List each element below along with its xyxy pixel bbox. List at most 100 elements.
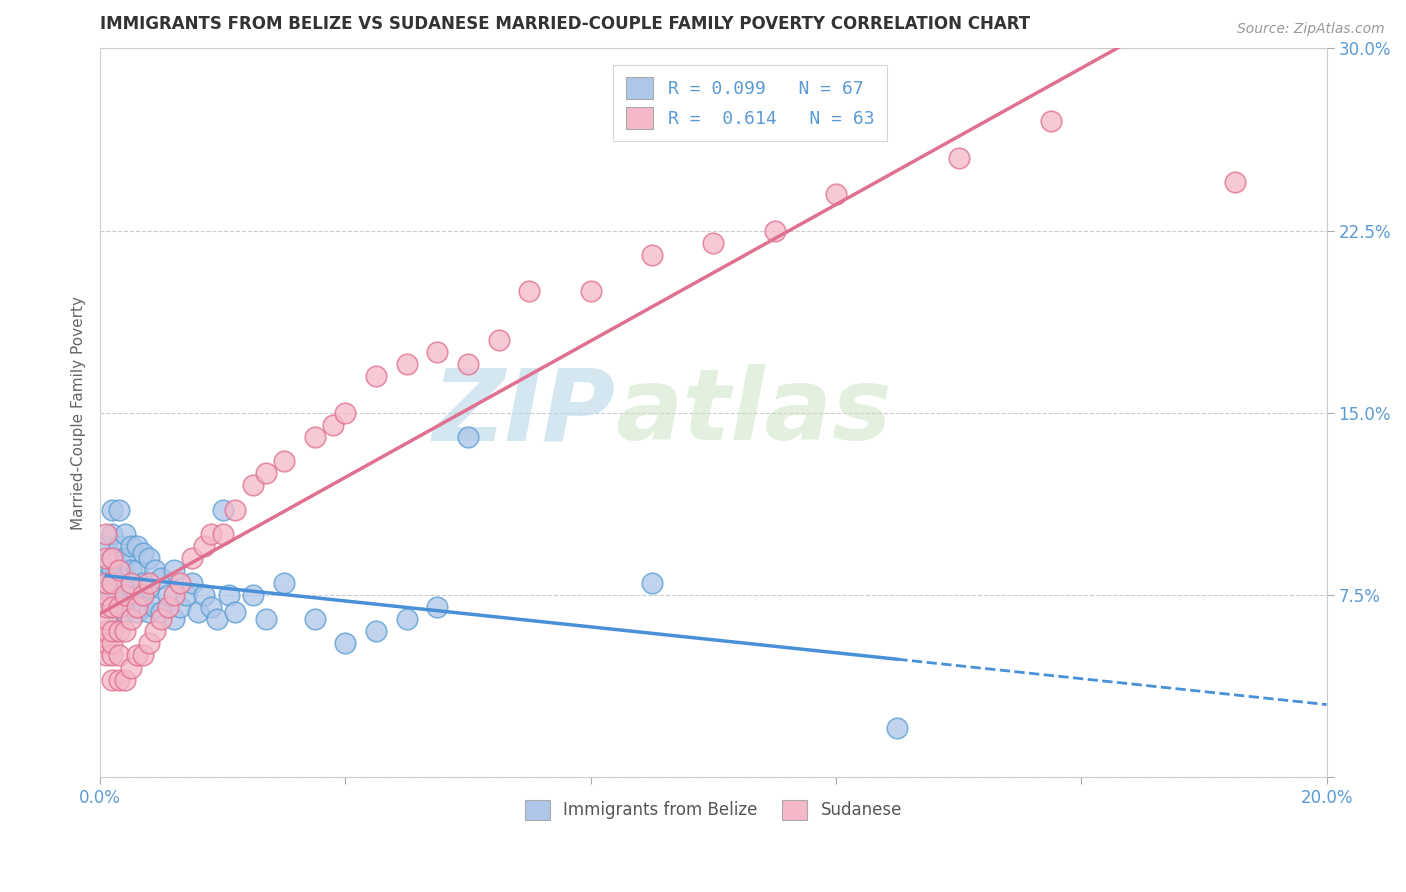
Point [138, 575, 160, 590]
Point [120, 612, 142, 626]
Point [96, 551, 118, 566]
Point [114, 588, 136, 602]
Point [138, 605, 160, 619]
Point [200, 527, 222, 541]
Point [193, 588, 215, 602]
Point [174, 588, 197, 602]
Point [304, 430, 326, 444]
Point [96, 588, 118, 602]
Point [125, 588, 148, 602]
Point [273, 575, 295, 590]
Point [101, 636, 124, 650]
Point [101, 648, 124, 663]
Point [96, 648, 118, 663]
Point [101, 551, 124, 566]
Point [132, 588, 155, 602]
Point [107, 599, 129, 614]
Point [114, 624, 136, 639]
Point [101, 551, 124, 566]
Point [132, 546, 155, 560]
Point [96, 527, 118, 541]
Point [150, 612, 173, 626]
Point [96, 636, 118, 650]
Point [125, 539, 148, 553]
Point [101, 527, 124, 541]
Point [138, 551, 160, 566]
Point [120, 564, 142, 578]
Legend: Immigrants from Belize, Sudanese: Immigrants from Belize, Sudanese [517, 793, 908, 827]
Point [143, 599, 166, 614]
Point [1039, 114, 1062, 128]
Point [114, 551, 136, 566]
Point [825, 187, 848, 202]
Point [169, 575, 191, 590]
Point [96, 575, 118, 590]
Point [114, 571, 136, 585]
Point [886, 721, 908, 735]
Point [1223, 175, 1246, 189]
Point [101, 588, 124, 602]
Point [364, 369, 387, 384]
Point [224, 503, 246, 517]
Point [132, 575, 155, 590]
Point [96, 599, 118, 614]
Point [242, 478, 264, 492]
Point [101, 599, 124, 614]
Point [273, 454, 295, 468]
Point [143, 624, 166, 639]
Point [107, 575, 129, 590]
Point [163, 612, 186, 626]
Point [304, 612, 326, 626]
Point [641, 575, 664, 590]
Point [120, 539, 142, 553]
Point [101, 599, 124, 614]
Point [335, 636, 357, 650]
Point [335, 406, 357, 420]
Point [125, 599, 148, 614]
Point [114, 605, 136, 619]
Point [125, 648, 148, 663]
Text: Source: ZipAtlas.com: Source: ZipAtlas.com [1237, 22, 1385, 37]
Point [96, 588, 118, 602]
Point [96, 624, 118, 639]
Point [181, 551, 204, 566]
Point [254, 467, 277, 481]
Point [101, 624, 124, 639]
Point [763, 223, 786, 237]
Point [120, 581, 142, 595]
Point [114, 527, 136, 541]
Point [156, 599, 179, 614]
Point [211, 527, 233, 541]
Point [107, 624, 129, 639]
Point [224, 605, 246, 619]
Point [107, 564, 129, 578]
Point [101, 564, 124, 578]
Point [114, 588, 136, 602]
Point [138, 581, 160, 595]
Point [107, 612, 129, 626]
Point [457, 430, 479, 444]
Point [322, 417, 344, 432]
Point [96, 539, 118, 553]
Text: ZIP: ZIP [432, 364, 616, 461]
Point [114, 673, 136, 687]
Point [426, 599, 449, 614]
Point [163, 588, 186, 602]
Point [205, 612, 228, 626]
Point [96, 575, 118, 590]
Y-axis label: Married-Couple Family Poverty: Married-Couple Family Poverty [72, 295, 86, 530]
Point [426, 345, 449, 359]
Point [120, 575, 142, 590]
Point [101, 575, 124, 590]
Point [150, 605, 173, 619]
Point [163, 564, 186, 578]
Point [156, 588, 179, 602]
Point [218, 588, 240, 602]
Point [138, 636, 160, 650]
Point [948, 151, 970, 165]
Point [96, 612, 118, 626]
Point [125, 605, 148, 619]
Point [211, 503, 233, 517]
Point [125, 564, 148, 578]
Point [107, 673, 129, 687]
